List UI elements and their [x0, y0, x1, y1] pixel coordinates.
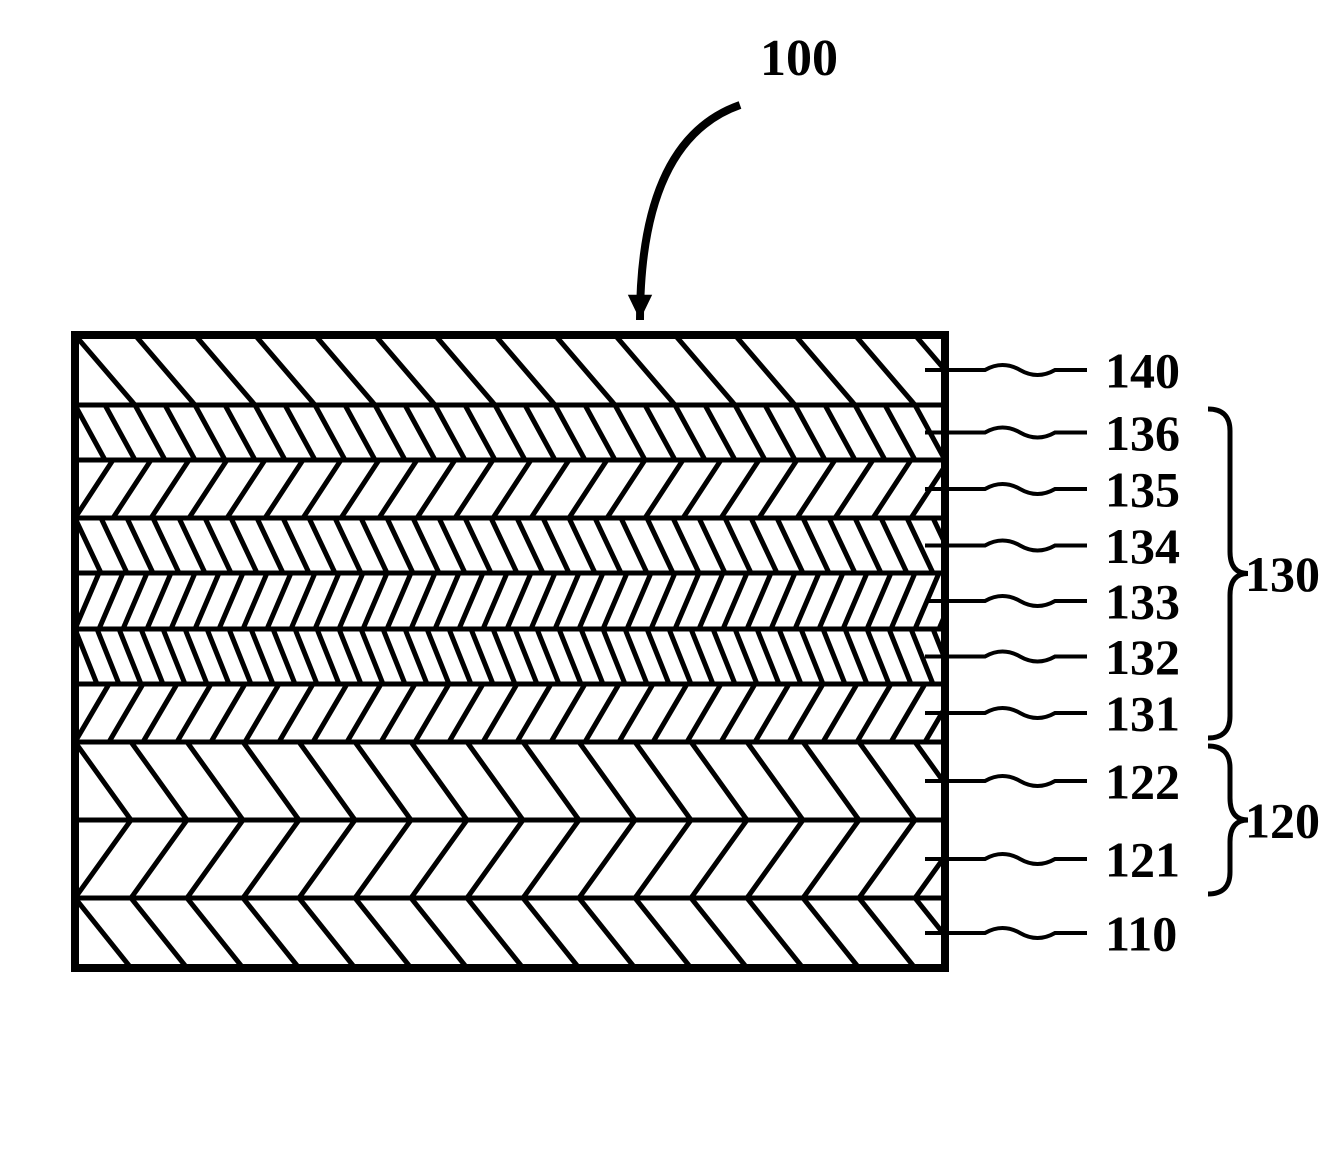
group-label-130: 130	[1245, 546, 1320, 602]
layer-stack-diagram: 100 140 136135134133132131 122 121 110 130 120	[0, 0, 1332, 1175]
leader-132	[925, 652, 1087, 662]
leader-140	[925, 365, 1087, 375]
leader-110	[925, 928, 1087, 938]
layer-134	[75, 518, 945, 573]
leader-135	[925, 484, 1087, 494]
leader-134	[925, 541, 1087, 551]
label-133: 133	[1105, 574, 1180, 630]
brace-130	[1208, 409, 1248, 738]
label-121: 121	[1105, 832, 1180, 888]
label-135: 135	[1105, 462, 1180, 518]
label-132: 132	[1105, 629, 1180, 685]
label-110: 110	[1105, 906, 1177, 962]
label-131: 131	[1105, 686, 1180, 742]
layer-121	[75, 820, 945, 898]
label-134: 134	[1105, 518, 1180, 574]
label-136: 136	[1105, 405, 1180, 461]
group-label-120: 120	[1245, 793, 1320, 849]
leader-131	[925, 708, 1087, 718]
layer-131	[75, 684, 945, 742]
layer-135	[75, 460, 945, 518]
layer-136	[75, 405, 945, 460]
leader-122	[925, 776, 1087, 786]
layer-140	[75, 335, 945, 405]
label-140: 140	[1105, 343, 1180, 399]
label-122: 122	[1105, 754, 1180, 810]
leader-133	[925, 596, 1087, 606]
title-arrow	[640, 105, 740, 320]
layer-110	[75, 898, 945, 968]
title-label: 100	[760, 30, 838, 87]
title-arrowhead	[628, 295, 652, 320]
layer-132	[75, 629, 945, 684]
leader-136	[925, 428, 1087, 438]
layer-122	[75, 742, 945, 820]
layer-133	[75, 573, 945, 629]
brace-120	[1208, 746, 1248, 894]
leader-121	[925, 854, 1087, 864]
